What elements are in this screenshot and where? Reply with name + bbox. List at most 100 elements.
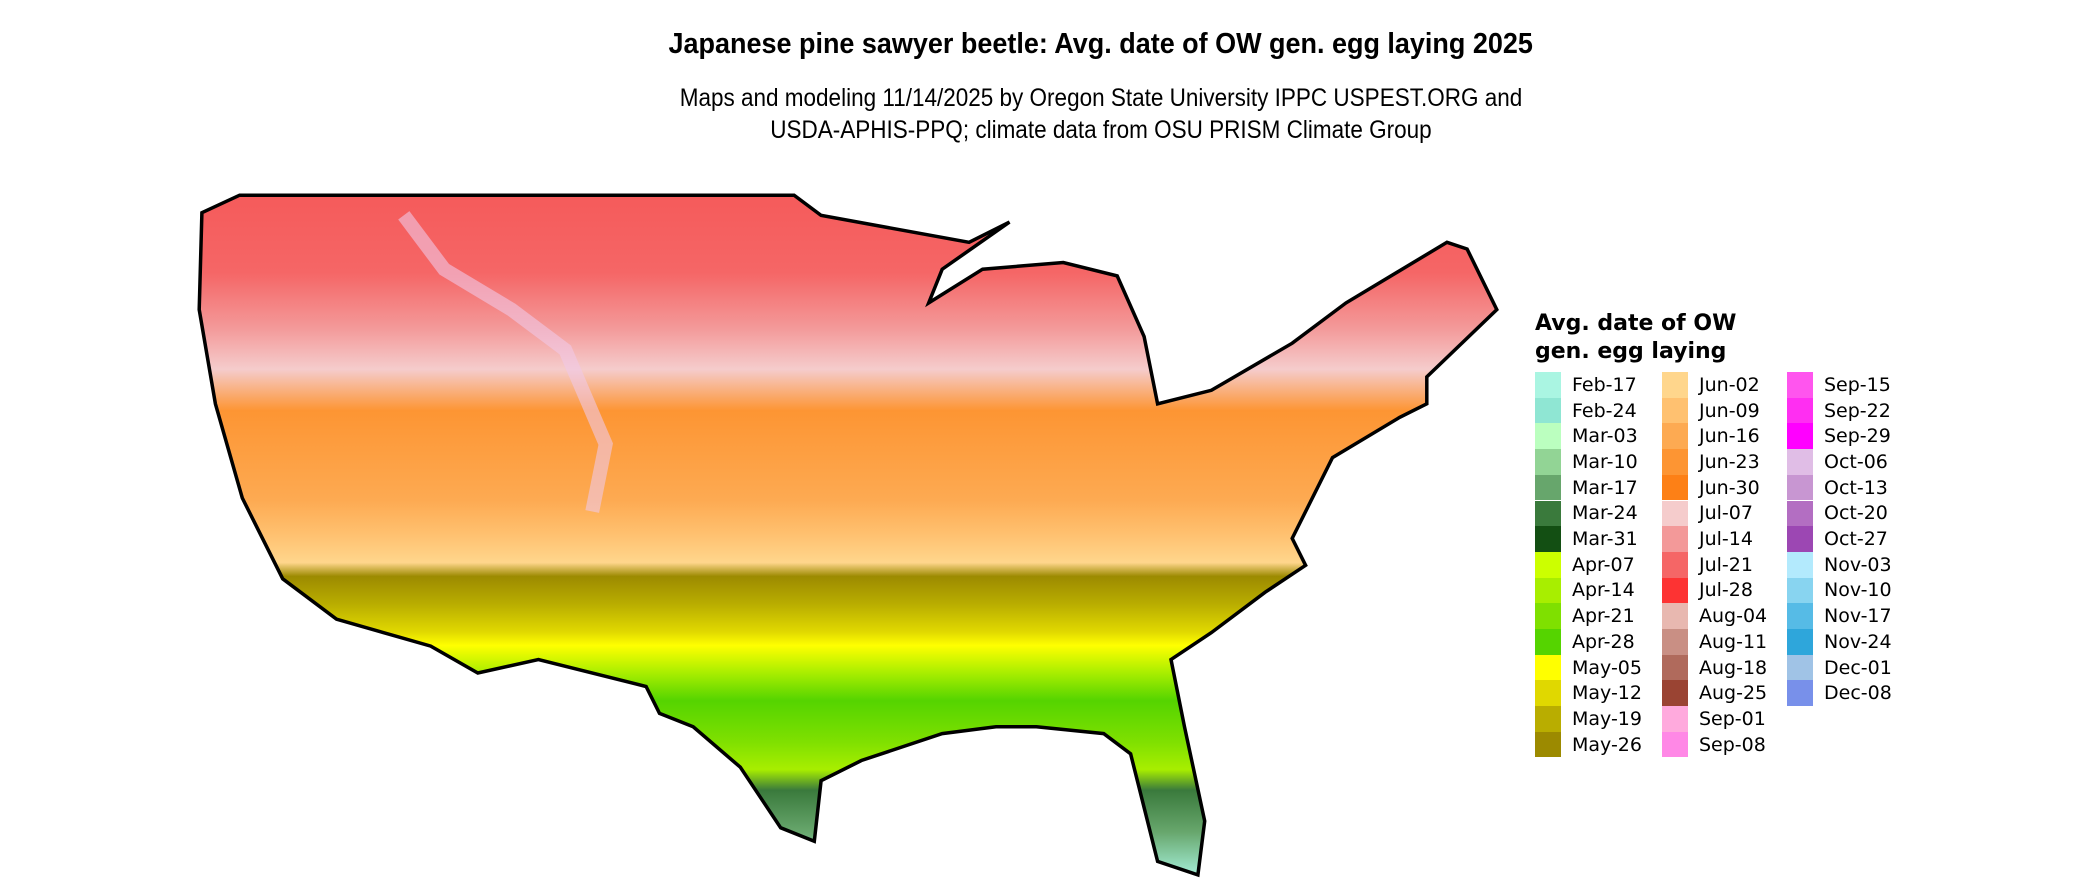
legend-item: Apr-28 (1535, 629, 1635, 655)
legend-swatch (1535, 449, 1561, 475)
legend-label: Jun-30 (1699, 476, 1760, 499)
legend-item: May-05 (1535, 654, 1642, 681)
legend-swatch (1662, 654, 1688, 681)
legend-swatch (1662, 449, 1688, 475)
legend-item: Jun-23 (1662, 449, 1760, 475)
legend-swatch (1787, 629, 1813, 655)
legend-item: Aug-25 (1662, 680, 1768, 707)
legend-swatch (1662, 603, 1688, 629)
legend-item: Aug-18 (1662, 654, 1768, 681)
legend-label: Dec-08 (1824, 682, 1892, 705)
legend-swatch (1787, 680, 1813, 707)
us-landmass (197, 193, 1499, 878)
legend-item: Nov-03 (1787, 551, 1892, 578)
legend-swatch (1662, 372, 1688, 398)
legend-item: Mar-10 (1535, 449, 1638, 475)
legend-item: Aug-11 (1662, 629, 1767, 655)
legend-item: Nov-10 (1787, 577, 1892, 604)
legend-swatch (1535, 629, 1561, 655)
legend-swatch (1787, 654, 1813, 681)
legend-item: Mar-03 (1535, 423, 1638, 450)
legend-item: Oct-20 (1787, 500, 1888, 527)
legend-label: Nov-10 (1824, 579, 1892, 602)
legend-label: Jun-23 (1699, 450, 1760, 473)
legend-swatch (1662, 526, 1688, 552)
legend-item: Mar-31 (1535, 526, 1638, 552)
legend-item: Sep-29 (1787, 423, 1891, 450)
legend-swatch (1662, 423, 1688, 450)
legend-label: Oct-13 (1824, 476, 1888, 499)
legend-item: Oct-13 (1787, 474, 1888, 501)
legend-swatch (1535, 654, 1561, 681)
legend-label: Nov-17 (1824, 605, 1892, 628)
legend-label: Feb-17 (1572, 373, 1637, 396)
legend-label: Apr-21 (1572, 605, 1635, 628)
legend-swatch (1787, 423, 1813, 450)
legend-title-line-1: Avg. date of OW (1535, 311, 1737, 336)
legend-swatch (1535, 731, 1561, 758)
legend-label: May-12 (1572, 682, 1642, 705)
legend-item: Feb-17 (1535, 372, 1637, 398)
legend-label: Apr-14 (1572, 579, 1635, 602)
legend-item: Aug-04 (1662, 603, 1767, 629)
legend-swatch (1662, 577, 1688, 604)
legend-label: Oct-06 (1824, 450, 1888, 473)
legend-label: Mar-10 (1572, 450, 1638, 473)
legend-item: May-26 (1535, 731, 1642, 758)
legend-label: Jun-16 (1699, 425, 1760, 448)
legend-item: Jul-28 (1662, 577, 1753, 604)
legend-swatch (1535, 526, 1561, 552)
legend-item: Oct-27 (1787, 526, 1888, 552)
map-subtitle-line-1: Maps and modeling 11/14/2025 by Oregon S… (679, 84, 1523, 112)
legend-swatch (1535, 500, 1561, 527)
legend-item: Jul-14 (1662, 526, 1753, 552)
legend-label: May-19 (1572, 707, 1642, 730)
western-highlands (398, 211, 613, 513)
legend-swatch (1787, 577, 1813, 604)
legend-label: Mar-17 (1572, 476, 1638, 499)
legend-label: Aug-04 (1699, 605, 1768, 628)
legend-item: Feb-24 (1535, 397, 1637, 424)
legend-item: Dec-08 (1787, 680, 1892, 707)
legend-swatch (1787, 397, 1813, 424)
legend-swatch (1787, 372, 1813, 398)
legend-swatch (1535, 680, 1561, 707)
legend-swatch (1535, 397, 1561, 424)
legend-label: Mar-03 (1572, 425, 1638, 448)
legend-swatch (1662, 474, 1688, 501)
legend-item: Mar-24 (1535, 500, 1638, 527)
legend-item: Sep-22 (1787, 397, 1891, 424)
legend-label: Sep-08 (1699, 733, 1766, 756)
legend-title-line-2: gen. egg laying (1535, 339, 1727, 364)
legend-label: Jul-07 (1699, 502, 1753, 525)
legend-item: Oct-06 (1787, 449, 1888, 475)
legend-swatch (1662, 731, 1688, 758)
map-subtitle-line-2: USDA-APHIS-PPQ; climate data from OSU PR… (770, 116, 1432, 144)
legend-label: Mar-24 (1572, 502, 1638, 525)
legend-item: Nov-17 (1787, 603, 1892, 629)
legend-label: Aug-25 (1699, 682, 1768, 705)
legend-item: Dec-01 (1787, 654, 1892, 681)
legend-label: Oct-27 (1824, 528, 1888, 551)
legend-swatch (1662, 680, 1688, 707)
legend-swatch (1662, 629, 1688, 655)
legend-item: Jun-02 (1662, 372, 1760, 398)
legend-label: Nov-24 (1824, 630, 1892, 653)
legend-label: Aug-18 (1699, 656, 1768, 679)
legend-item: Nov-24 (1787, 629, 1892, 655)
map-title: Japanese pine sawyer beetle: Avg. date o… (668, 28, 1533, 60)
legend-label: Aug-11 (1699, 630, 1768, 653)
legend-swatch (1662, 397, 1688, 424)
legend-item: Sep-15 (1787, 372, 1891, 398)
legend-item: May-12 (1535, 680, 1642, 707)
legend-label: Sep-22 (1824, 399, 1891, 422)
legend-label: Jul-28 (1699, 579, 1753, 602)
legend-label: Dec-01 (1824, 656, 1892, 679)
legend-item: Mar-17 (1535, 474, 1638, 501)
legend-label: Sep-15 (1824, 373, 1891, 396)
legend-swatch (1787, 603, 1813, 629)
legend-label: Mar-31 (1572, 528, 1638, 551)
legend-swatch (1787, 449, 1813, 475)
legend-swatch (1535, 577, 1561, 604)
legend-item: Apr-14 (1535, 577, 1635, 604)
